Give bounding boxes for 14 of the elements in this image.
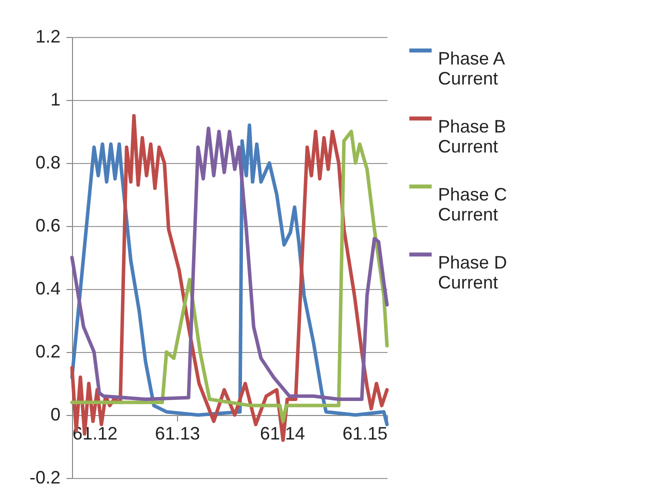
legend-label: Phase D Current	[438, 252, 508, 292]
y-tick-label: 1	[50, 90, 60, 110]
legend-label: Phase C Current	[438, 184, 508, 224]
y-tick-label: 1.2	[35, 26, 60, 46]
y-tick-label: 0	[50, 404, 60, 424]
y-tick-label: 0.4	[35, 278, 60, 298]
y-tick-label: 0.8	[35, 152, 60, 172]
y-tick-label: -0.2	[29, 468, 60, 488]
legend-label: Phase B Current	[438, 116, 506, 156]
y-tick-label: 0.6	[35, 216, 60, 236]
x-tick-label: 61.15	[342, 424, 388, 444]
legend-label: Phase A Current	[438, 48, 506, 88]
y-tick-label: 0.2	[35, 342, 60, 362]
x-tick-label: 61.13	[154, 424, 200, 444]
